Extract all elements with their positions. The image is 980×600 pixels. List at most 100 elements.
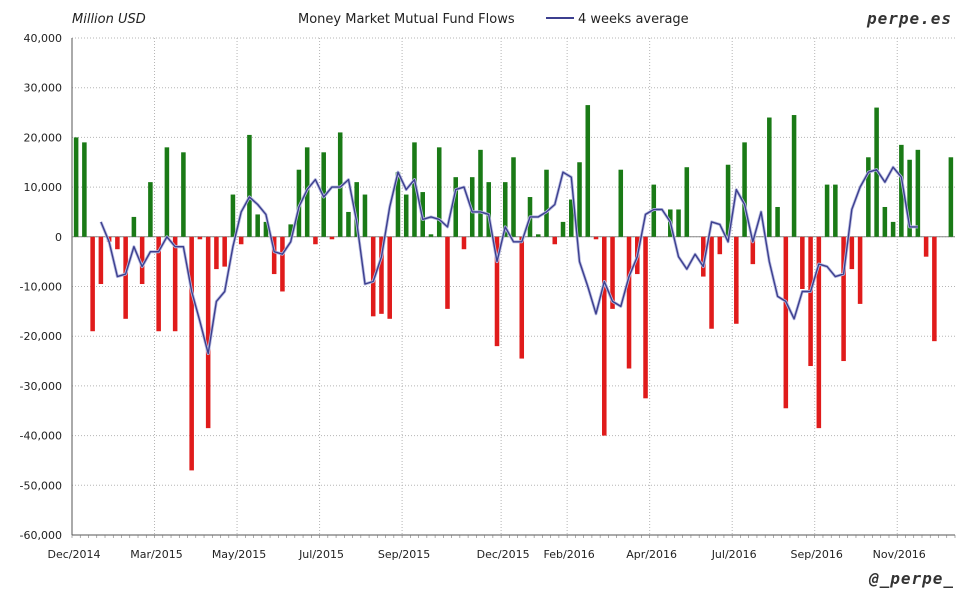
inflow-bar bbox=[725, 164, 731, 237]
outflow-bar bbox=[494, 236, 500, 347]
outflow-bar bbox=[857, 236, 863, 304]
inflow-bar bbox=[882, 206, 888, 237]
x-axis-tick-labels: Dec/2014 Mar/2015 May/2015 Jul/2015 Sep/2015… bbox=[48, 548, 926, 561]
outflow-bar bbox=[610, 236, 615, 309]
y-tick-label: -60,000 bbox=[20, 529, 62, 542]
outflow-bar bbox=[98, 236, 104, 285]
inflow-bar bbox=[354, 182, 359, 237]
outflow-bar bbox=[214, 236, 219, 270]
inflow-bar bbox=[181, 152, 186, 237]
inflow-bar bbox=[337, 132, 343, 237]
y-tick-label: 40,000 bbox=[24, 32, 63, 45]
inflow-bar bbox=[362, 194, 368, 237]
inflow-bar bbox=[263, 221, 269, 237]
x-tick-label: Jul/2015 bbox=[298, 548, 344, 561]
inflow-bar bbox=[296, 169, 302, 237]
outflow-bar bbox=[238, 236, 244, 245]
outflow-bar bbox=[222, 236, 227, 267]
outflow-bar bbox=[519, 236, 525, 359]
inflow-bar bbox=[560, 221, 566, 237]
outflow-bar bbox=[139, 236, 145, 285]
outflow-bar bbox=[923, 236, 929, 257]
inflow-bar bbox=[346, 211, 351, 237]
inflow-bar bbox=[890, 221, 896, 237]
outflow-bar bbox=[701, 236, 706, 277]
axes bbox=[71, 38, 956, 538]
inflow-bar bbox=[82, 142, 87, 237]
inflow-bar bbox=[577, 162, 582, 237]
outflow-bar bbox=[626, 236, 632, 369]
y-tick-label: 0 bbox=[55, 231, 62, 244]
outflow-bar bbox=[783, 236, 789, 409]
inflow-bar bbox=[915, 149, 921, 237]
outflow-bar bbox=[156, 236, 161, 332]
y-tick-label: -50,000 bbox=[20, 479, 62, 492]
chart-title: Money Market Mutual Fund Flows bbox=[298, 12, 515, 27]
outflow-bar bbox=[189, 236, 194, 471]
outflow-bar bbox=[123, 236, 128, 319]
outflow-bar bbox=[115, 236, 120, 250]
inflow-bar bbox=[164, 147, 170, 237]
y-tick-label: -20,000 bbox=[20, 330, 62, 343]
x-tick-label: Sep/2015 bbox=[378, 548, 430, 561]
outflow-bar bbox=[313, 236, 318, 245]
inflow-bar bbox=[230, 194, 236, 237]
x-tick-label: May/2015 bbox=[212, 548, 266, 561]
x-tick-label: Feb/2016 bbox=[544, 548, 595, 561]
outflow-bar bbox=[370, 236, 376, 317]
y-axis-tick-labels: -60,000 -50,000 -40,000 -30,000 -20,000 -10,0… bbox=[20, 32, 62, 542]
inflow-bar bbox=[436, 147, 442, 237]
inflow-bar bbox=[899, 144, 904, 237]
inflow-bar bbox=[907, 159, 912, 237]
outflow-bar bbox=[849, 236, 855, 270]
inflow-bar bbox=[255, 214, 260, 237]
inflow-bar bbox=[511, 157, 516, 237]
brand-top: perpe.es bbox=[866, 9, 952, 28]
outflow-bar bbox=[800, 236, 805, 289]
outflow-bar bbox=[932, 236, 937, 342]
x-tick-label: Dec/2014 bbox=[48, 548, 101, 561]
inflow-bar bbox=[544, 169, 549, 237]
inflow-bar bbox=[866, 157, 871, 237]
average-line bbox=[100, 166, 918, 355]
outflow-bar bbox=[445, 236, 450, 309]
gridlines bbox=[72, 37, 955, 536]
outflow-bar bbox=[90, 236, 95, 332]
outflow-bar bbox=[717, 236, 723, 255]
inflow-bar bbox=[676, 209, 681, 237]
inflow-bar bbox=[742, 142, 747, 237]
outflow-bar bbox=[734, 236, 739, 324]
inflow-bar bbox=[767, 117, 772, 237]
x-tick-label: Apr/2016 bbox=[626, 548, 677, 561]
inflow-bar bbox=[395, 172, 401, 237]
inflow-bar bbox=[288, 224, 293, 237]
outflow-bar bbox=[197, 236, 203, 240]
outflow-bar bbox=[461, 236, 467, 250]
outflow-bar bbox=[808, 236, 813, 367]
inflow-bar bbox=[684, 167, 690, 237]
inflow-bar bbox=[478, 149, 483, 237]
y-tick-label: 30,000 bbox=[24, 82, 63, 95]
inflow-bar bbox=[585, 105, 591, 237]
outflow-bar bbox=[280, 236, 285, 292]
inflow-bar bbox=[428, 234, 434, 237]
y-tick-label: -30,000 bbox=[20, 380, 62, 393]
inflow-bar bbox=[948, 157, 954, 237]
inflow-bar bbox=[618, 169, 624, 237]
inflow-bar bbox=[469, 177, 475, 237]
outflow-bar bbox=[602, 236, 607, 436]
y-tick-label: 20,000 bbox=[24, 131, 63, 144]
inflow-bar bbox=[73, 137, 79, 237]
outflow-bar bbox=[271, 236, 277, 275]
outflow-bar bbox=[205, 236, 211, 429]
x-tick-label: Nov/2016 bbox=[873, 548, 926, 561]
outflow-bar bbox=[816, 236, 822, 429]
inflow-bar bbox=[247, 134, 252, 237]
legend-label: 4 weeks average bbox=[578, 12, 689, 27]
outflow-bar bbox=[379, 236, 384, 314]
inflow-bar bbox=[535, 234, 541, 237]
y-tick-label: -40,000 bbox=[20, 430, 62, 443]
outflow-bar bbox=[709, 236, 714, 329]
